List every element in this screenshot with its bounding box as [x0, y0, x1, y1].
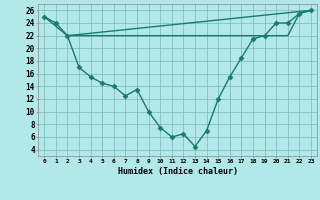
X-axis label: Humidex (Indice chaleur): Humidex (Indice chaleur) [118, 167, 238, 176]
